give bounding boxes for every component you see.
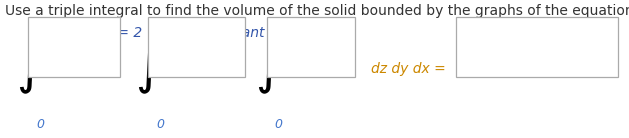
Text: dz dy dx =: dz dy dx = <box>371 62 446 76</box>
Text: $\int$: $\int$ <box>135 42 161 96</box>
Bar <box>456 17 618 77</box>
Text: Use a triple integral to find the volume of the solid bounded by the graphs of t: Use a triple integral to find the volume… <box>5 4 629 18</box>
Text: 0: 0 <box>275 118 283 131</box>
Bar <box>28 17 120 77</box>
Text: $\int$: $\int$ <box>255 42 281 96</box>
Text: 0: 0 <box>36 118 45 131</box>
Text: 0: 0 <box>156 118 164 131</box>
Text: 2: 2 <box>87 21 94 30</box>
Text: z = 3x: z = 3x <box>41 26 86 40</box>
Bar <box>148 17 245 77</box>
Bar <box>267 17 355 77</box>
Text: $\int$: $\int$ <box>16 42 42 96</box>
Text: , y = 2 − 2x, first octant: , y = 2 − 2x, first octant <box>96 26 264 40</box>
